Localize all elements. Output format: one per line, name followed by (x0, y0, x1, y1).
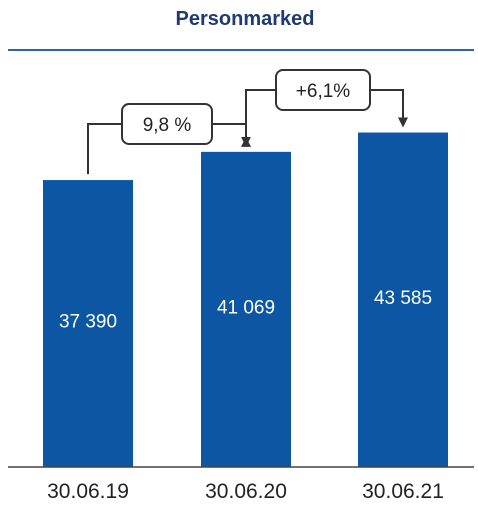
x-tick-labels: 30.06.19 30.06.20 30.06.21 (47, 480, 444, 503)
growth-annotations: 9,8 % +6,1% (87, 69, 408, 175)
bars-group: 37 390 41 069 43 585 (43, 132, 448, 467)
bar-value-label-1: 41 069 (217, 297, 275, 318)
annotation-box-0 (121, 103, 213, 145)
bar-2 (358, 132, 448, 467)
annotation-connector-right-0 (212, 123, 251, 147)
bar-1 (201, 151, 291, 467)
annotation-label-0: 9,8 % (143, 115, 192, 136)
bar-0 (43, 180, 133, 467)
x-tick-label-1: 30.06.20 (205, 480, 287, 503)
annotation-label-1: +6,1% (296, 81, 351, 102)
chart-title: Personmarked (176, 8, 315, 30)
annotation-connector-left-1 (241, 89, 276, 147)
bar-value-label-2: 43 585 (374, 288, 432, 309)
x-tick-label-0: 30.06.19 (47, 480, 129, 503)
bar-value-label-0: 37 390 (59, 312, 117, 333)
x-tick-label-2: 30.06.21 (362, 480, 444, 503)
annotation-connector-left-0 (87, 123, 122, 175)
annotation-connector-right-1 (370, 89, 408, 128)
annotation-box-1 (275, 69, 371, 111)
